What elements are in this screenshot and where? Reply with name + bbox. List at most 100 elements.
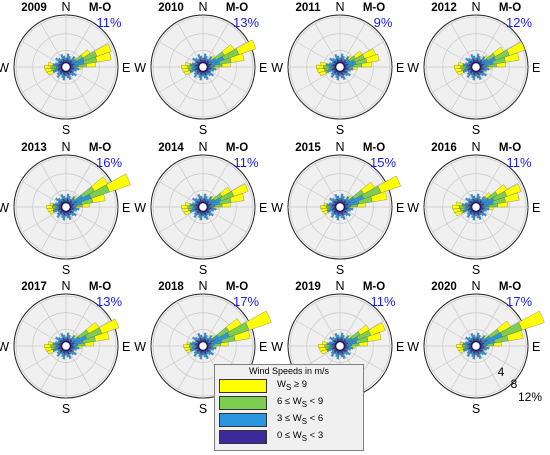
direction-label-south: S [62, 263, 70, 277]
panel-max-percentage: 16% [96, 155, 122, 170]
polar-center [60, 61, 72, 73]
panel-subtitle-label: M-O [363, 142, 385, 154]
petal-2016-dir4-bin0 [494, 184, 508, 196]
panel-year-label: 2018 [158, 281, 184, 293]
direction-label-west: W [0, 340, 9, 354]
legend-label-ge9: WS ≥ 9 [277, 379, 308, 392]
petal-2015-dir3-bin0 [377, 175, 401, 194]
petal-2014-tail0-bin0 [181, 204, 188, 210]
legend-entry-6-9: 6 ≤ WS < 9 [215, 394, 363, 411]
petal-2010-dir3-bin0 [236, 39, 257, 55]
petal-2014-tail1-bin0 [182, 208, 190, 213]
direction-label-south: S [62, 123, 70, 137]
petal-2016-dir5-bin0 [484, 192, 492, 199]
ring-label-2: 12% [518, 390, 542, 404]
panel-subtitle-label: M-O [89, 2, 111, 14]
petal-2012-dir4-bin0 [492, 46, 504, 57]
petal-2018-dir3-bin0 [245, 310, 272, 331]
direction-label-east: E [259, 340, 267, 354]
legend-label-0-3: 0 ≤ WS < 3 [277, 430, 324, 443]
petal-2019-tail2-bin0 [321, 349, 328, 355]
direction-label-west: W [0, 61, 9, 75]
legend-entry-0-3: 0 ≤ WS < 3 [215, 428, 363, 445]
direction-label-east: E [396, 61, 404, 75]
wind-rose-panel-2012: N S W E 2012 M-O12% [407, 0, 540, 137]
petal-2019-dir3-bin0 [368, 322, 386, 336]
petal-2013-tail1-bin0 [47, 207, 54, 212]
direction-label-west: W [407, 61, 419, 75]
polar-center [197, 61, 209, 73]
panel-year-label: 2020 [431, 281, 457, 293]
ring-label-1: 8 [511, 377, 518, 391]
panel-year-label: 2013 [21, 142, 47, 154]
petal-2011-dir2-bin0 [365, 53, 380, 63]
petal-2020-tail0-bin0 [456, 344, 463, 348]
petal-2009-dir3-bin0 [94, 43, 112, 57]
legend-title: Wind Speeds in m/s [248, 366, 330, 376]
direction-label-east: E [122, 61, 130, 75]
direction-label-north: N [198, 279, 207, 293]
panel-max-percentage: 15% [370, 155, 396, 170]
legend-swatch-3-6 [219, 412, 267, 427]
petal-2014-dir3-bin0 [231, 183, 249, 197]
direction-label-north: N [471, 140, 480, 154]
panel-year-label: 2016 [431, 142, 457, 154]
direction-label-west: W [271, 201, 283, 215]
direction-label-east: E [532, 201, 540, 215]
legend-label-3-6: 3 ≤ WS < 6 [277, 413, 324, 426]
direction-label-north: N [471, 279, 480, 293]
panel-subtitle-label: M-O [363, 281, 385, 293]
petal-2011-tail3-bin0 [319, 61, 327, 66]
panel-max-percentage: 9% [374, 15, 393, 30]
panel-max-percentage: 17% [506, 294, 532, 309]
petal-2010-dir4-bin0 [221, 44, 235, 56]
direction-label-west: W [407, 201, 419, 215]
wind-rose-panel-2017: N S W E 2017 M-O13% [0, 279, 130, 416]
panel-year-label: 2017 [21, 281, 47, 293]
polar-center [60, 201, 72, 213]
petal-2012-tail1-bin0 [455, 68, 463, 73]
petal-2012-tail0-bin0 [454, 64, 461, 70]
petal-2010-tail0-bin0 [181, 64, 188, 70]
polar-center [470, 201, 482, 213]
panel-subtitle-label: M-O [226, 2, 248, 14]
petal-2011-tail1-bin0 [317, 68, 325, 74]
direction-label-north: N [471, 0, 480, 14]
direction-label-north: N [61, 140, 70, 154]
legend-swatch-0-3 [219, 429, 267, 444]
panel-max-percentage: 11% [370, 294, 395, 309]
legend-entry-3-6: 3 ≤ WS < 6 [215, 411, 363, 428]
petal-2018-tail1-bin0 [184, 346, 191, 351]
polar-center [197, 201, 209, 213]
wind-rose-panel-2014: N S W E 2014 M-O11% [134, 140, 267, 277]
petal-2020-tail1-bin0 [457, 346, 464, 351]
panel-year-label: 2012 [431, 2, 457, 14]
direction-label-east: E [532, 61, 540, 75]
direction-label-north: N [198, 0, 207, 14]
direction-label-south: S [199, 263, 207, 277]
petal-2013-dir4-bin0 [91, 176, 109, 192]
petal-2017-dir4-bin0 [85, 322, 100, 334]
panel-subtitle-label: M-O [89, 142, 111, 154]
direction-label-north: N [61, 279, 70, 293]
direction-label-east: E [122, 201, 130, 215]
direction-label-south: S [199, 402, 207, 416]
petal-2015-tail0-bin0 [320, 205, 327, 209]
direction-label-west: W [134, 340, 146, 354]
petal-2019-dir4-bin0 [357, 324, 370, 335]
panel-max-percentage: 11% [96, 15, 121, 30]
petal-2009-dir4-bin0 [80, 49, 91, 58]
direction-label-south: S [472, 123, 480, 137]
petal-2012-dir3-bin0 [506, 41, 526, 56]
wind-rose-panel-2009: N S W E 2009 M-O11% [0, 0, 130, 137]
petal-2016-tail3-bin0 [455, 201, 463, 206]
petal-2011-dir4-bin0 [353, 50, 363, 59]
direction-label-north: N [198, 140, 207, 154]
panel-max-percentage: 17% [233, 294, 259, 309]
direction-label-east: E [259, 61, 267, 75]
direction-label-west: W [271, 340, 283, 354]
legend: Wind Speeds in m/s WS ≥ 9 6 ≤ WS < 9 3 ≤… [214, 364, 364, 451]
petal-2010-tail2-bin0 [184, 70, 191, 76]
direction-label-south: S [336, 263, 344, 277]
